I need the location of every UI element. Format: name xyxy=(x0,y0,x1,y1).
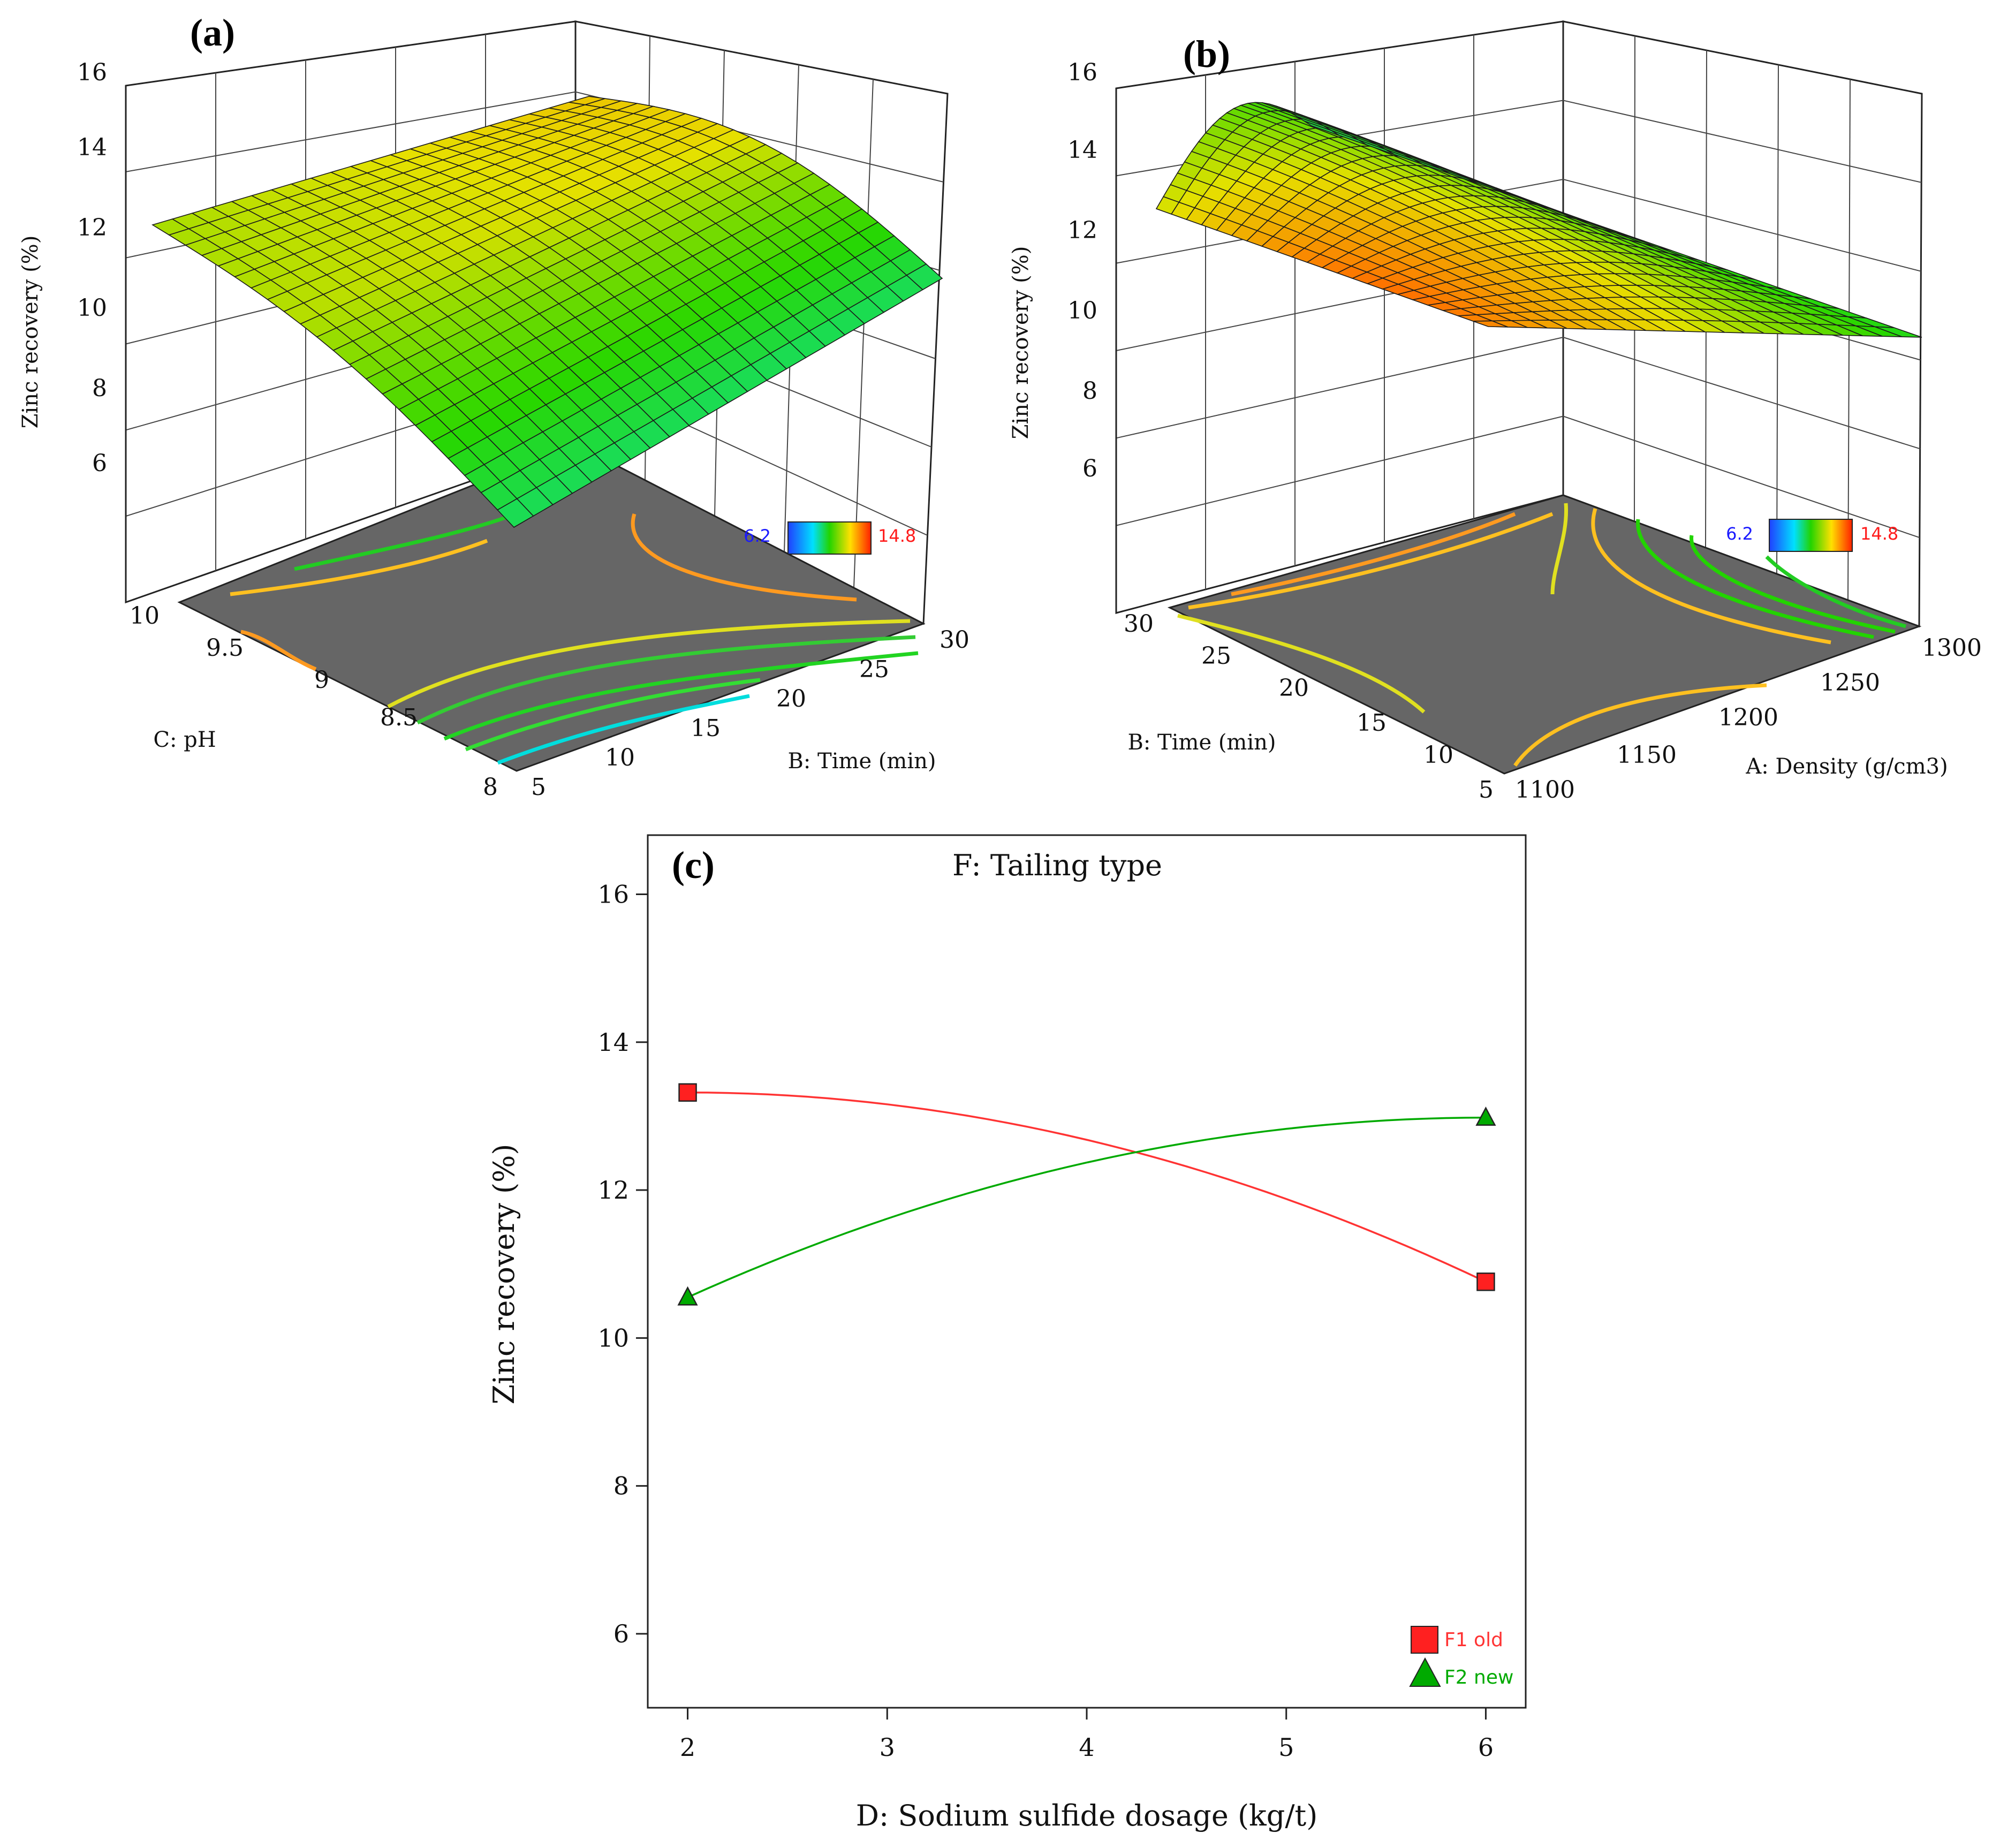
surface-facet xyxy=(569,96,605,105)
panel-b-right-tick: 1250 xyxy=(1820,669,1880,696)
series-line-1 xyxy=(687,1091,1487,1283)
panel-a-response-surface xyxy=(151,96,943,528)
panel-c-title: F: Tailing type xyxy=(952,849,1162,882)
panel-c-x-axis: 2 3 4 5 6 xyxy=(680,1708,1494,1762)
panel-b-right-tick: 1150 xyxy=(1617,741,1677,769)
panel-c-interaction-plot: 6 8 10 12 14 16 2 3 4 5 6 (c) F: Tailing type D: … xyxy=(487,834,1527,1832)
panel-b-colorbar-min: 6.2 xyxy=(1726,524,1753,544)
panel-a-right-tick: 15 xyxy=(691,715,721,742)
x-tick-label: 6 xyxy=(1478,1733,1494,1762)
panel-c-y-axis-label: Zinc recovery (%) xyxy=(487,1144,521,1405)
panel-b-right-tick: 1300 xyxy=(1922,634,1982,662)
wall-grid-line xyxy=(125,91,944,183)
panel-b-left-tick: 15 xyxy=(1357,709,1387,737)
panel-a-right-tick: 10 xyxy=(605,744,635,771)
panel-a-right-tick: 25 xyxy=(859,656,889,683)
panel-a-colorbar-min: 6.2 xyxy=(744,526,771,546)
panel-b-z-tick: 16 xyxy=(1067,59,1097,86)
panel-b-z-tick: 6 xyxy=(1082,455,1097,482)
legend-marker-f1 xyxy=(1411,1626,1438,1654)
panel-a-z-tick: 6 xyxy=(92,450,107,477)
panel-a-z-tick: 8 xyxy=(92,375,107,402)
panel-a-left-tick: 9.5 xyxy=(206,634,244,662)
wall-grid-line xyxy=(1116,415,1920,539)
surface-facet xyxy=(1875,326,1922,338)
panel-c-plot-frame xyxy=(647,834,1527,1709)
x-tick-label: 3 xyxy=(880,1733,895,1762)
panel-b-left-tick: 25 xyxy=(1201,642,1231,670)
panel-b-right-tick: 1100 xyxy=(1515,776,1575,804)
legend-marker-f2 xyxy=(1409,1657,1441,1687)
panel-b-z-axis: 6 8 10 12 14 16 xyxy=(1067,59,1117,613)
panel-a-right-axis-label: B: Time (min) xyxy=(787,749,936,774)
panel-a-left-axis-label: C: pH xyxy=(153,728,216,752)
panel-b-left-axis-label: B: Time (min) xyxy=(1127,730,1276,755)
data-point-f1 xyxy=(1476,1273,1495,1291)
panel-b-right-axis-label: A: Density (g/cm3) xyxy=(1745,754,1948,779)
panel-c-series xyxy=(677,1083,1496,1306)
panel-a-y-axis-label: Zinc recovery (%) xyxy=(18,236,43,429)
panel-a-right-tick: 30 xyxy=(940,626,969,654)
panel-b-left-axis: 30 25 20 15 10 5 B: Time (min) xyxy=(1124,610,1494,804)
panel-a-surface-plot: 6 8 10 12 14 16 Zinc recovery (%) 10 9.5… xyxy=(18,11,969,801)
panel-b-z-tick: 10 xyxy=(1067,297,1097,324)
panel-c-x-axis-label: D: Sodium sulfide dosage (kg/t) xyxy=(856,1799,1318,1832)
panel-b-colorbar-max: 14.8 xyxy=(1860,524,1898,544)
panel-a-left-axis: 10 9.5 9 8.5 8 C: pH xyxy=(130,602,498,801)
panel-b-floor-contours xyxy=(1177,503,1906,767)
panel-a-z-tick: 10 xyxy=(77,294,107,322)
series-line-2 xyxy=(687,1116,1486,1298)
panel-a-colorbar: 6.2 14.8 xyxy=(744,521,916,555)
x-tick-label: 2 xyxy=(680,1733,695,1762)
data-point-f2 xyxy=(677,1286,698,1306)
panel-c-label: (c) xyxy=(672,844,715,887)
panel-a-right-tick: 20 xyxy=(776,685,806,713)
panel-b-right-tick: 1200 xyxy=(1718,704,1778,731)
panel-a-right-tick: 5 xyxy=(531,774,546,801)
data-point-f2 xyxy=(1475,1107,1496,1126)
panel-b-z-tick: 8 xyxy=(1082,377,1097,405)
panel-c-legend: F1 old F2 new xyxy=(1409,1626,1513,1688)
panel-a-left-tick: 8 xyxy=(483,774,498,801)
panel-a-right-axis: 5 10 15 20 25 30 B: Time (min) xyxy=(531,626,969,801)
panel-b-surface-plot: 6 8 10 12 14 16 Zinc recovery (%) 30 25 … xyxy=(1009,20,1982,804)
panel-b-right-axis: 1100 1150 1200 1250 1300 A: Density (g/c… xyxy=(1515,634,1982,804)
legend-label-f2: F2 new xyxy=(1444,1667,1513,1688)
y-tick-label: 8 xyxy=(613,1472,629,1501)
panel-b-y-axis-label: Zinc recovery (%) xyxy=(1009,246,1033,440)
wall-grid-line xyxy=(1847,79,1851,601)
panel-c-y-axis: 6 8 10 12 14 16 xyxy=(597,880,648,1648)
wall-grid-line xyxy=(1116,336,1920,450)
y-tick-label: 10 xyxy=(597,1323,629,1352)
y-tick-label: 12 xyxy=(597,1176,629,1205)
y-tick-label: 6 xyxy=(613,1619,629,1648)
wall-grid-line xyxy=(853,79,874,588)
legend-label-f1: F1 old xyxy=(1444,1629,1503,1651)
x-tick-label: 4 xyxy=(1079,1733,1094,1762)
x-tick-label: 5 xyxy=(1278,1733,1294,1762)
panel-a-floor xyxy=(177,443,926,772)
panel-b-response-surface xyxy=(1155,102,1922,338)
panel-a-left-tick: 8.5 xyxy=(380,704,418,731)
panel-a-z-axis: 6 8 10 12 14 16 xyxy=(77,59,127,602)
panel-a-label: (a) xyxy=(190,11,235,54)
panel-b-left-tick: 5 xyxy=(1479,776,1494,804)
panel-b-z-tick: 12 xyxy=(1067,217,1097,244)
panel-b-left-tick: 20 xyxy=(1279,675,1309,702)
panel-a-left-tick: 10 xyxy=(130,602,160,630)
y-tick-label: 14 xyxy=(597,1028,629,1057)
panel-b-z-tick: 14 xyxy=(1067,137,1097,164)
y-tick-label: 16 xyxy=(597,880,629,909)
panel-a-z-tick: 16 xyxy=(77,59,107,86)
panel-b-left-tick: 30 xyxy=(1124,610,1154,638)
panel-b-colorbar: 6.2 14.8 xyxy=(1726,519,1898,552)
panel-a-colorbar-max: 14.8 xyxy=(878,526,916,546)
panel-b-label: (b) xyxy=(1183,33,1230,75)
panel-a-left-tick: 9 xyxy=(314,667,329,694)
data-point-f1 xyxy=(678,1083,697,1102)
panel-a-z-tick: 14 xyxy=(77,134,107,161)
panel-a-z-tick: 12 xyxy=(77,214,107,241)
panel-b-left-tick: 10 xyxy=(1423,741,1453,769)
panel-a-floor-contours xyxy=(230,513,919,765)
